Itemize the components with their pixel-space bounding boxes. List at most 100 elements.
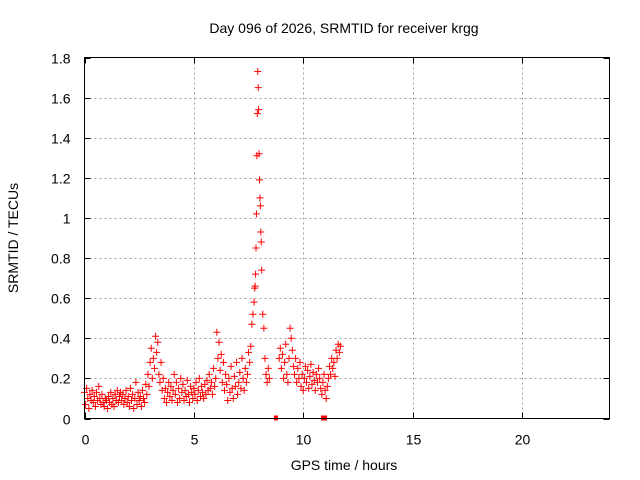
data-point bbox=[311, 386, 319, 394]
data-point bbox=[180, 396, 188, 404]
data-point bbox=[255, 106, 263, 114]
y-tick-label: 0.8 bbox=[51, 251, 71, 267]
tick-labels: 0 0.2 0.4 0.6 0.8 1 1.2 1.4 1.6 1.8 0 5 10 15 20 bbox=[51, 51, 530, 448]
data-point bbox=[144, 370, 152, 378]
data-point bbox=[242, 378, 250, 386]
data-point bbox=[321, 386, 329, 394]
data-point bbox=[122, 386, 130, 394]
data-point bbox=[293, 378, 301, 386]
data-point bbox=[215, 338, 223, 346]
data-point bbox=[210, 364, 218, 372]
plot-frame bbox=[84, 57, 610, 419]
data-point bbox=[176, 394, 184, 402]
data-point bbox=[159, 374, 167, 382]
data-point bbox=[287, 334, 295, 342]
data-point bbox=[282, 340, 290, 348]
data-point bbox=[202, 390, 210, 398]
data-point bbox=[285, 354, 293, 362]
data-point bbox=[183, 376, 191, 384]
data-point bbox=[235, 378, 243, 386]
data-point bbox=[305, 384, 313, 392]
data-point bbox=[126, 384, 134, 392]
data-point bbox=[95, 382, 103, 390]
data-point bbox=[318, 390, 326, 398]
data-point bbox=[248, 320, 256, 328]
data-point bbox=[88, 386, 96, 394]
data-point bbox=[297, 382, 305, 390]
data-point bbox=[131, 394, 139, 402]
x-tick-label: 0 bbox=[82, 432, 90, 448]
data-point bbox=[191, 390, 199, 398]
y-axis-label: SRMTID / TECUs bbox=[5, 183, 21, 293]
data-point bbox=[320, 370, 328, 378]
data-point bbox=[327, 370, 335, 378]
data-point bbox=[294, 364, 302, 372]
x-tick-label: 5 bbox=[191, 432, 199, 448]
data-point bbox=[166, 392, 174, 400]
data-point bbox=[323, 382, 331, 390]
data-point bbox=[91, 402, 99, 410]
data-point bbox=[152, 332, 160, 340]
data-point bbox=[331, 372, 339, 380]
data-point bbox=[299, 386, 307, 394]
data-point bbox=[90, 392, 98, 400]
data-point bbox=[260, 324, 268, 332]
data-point bbox=[107, 388, 115, 396]
data-point bbox=[143, 390, 151, 398]
data-point bbox=[134, 388, 142, 396]
data-point bbox=[140, 394, 148, 402]
data-point bbox=[160, 394, 168, 402]
data-point bbox=[291, 370, 298, 378]
data-point bbox=[89, 398, 97, 406]
data-point bbox=[135, 396, 143, 404]
data-point bbox=[138, 386, 146, 394]
data-point bbox=[288, 346, 296, 354]
data-point bbox=[156, 378, 164, 386]
data-point bbox=[82, 400, 90, 408]
data-point bbox=[200, 394, 208, 402]
data-point bbox=[218, 378, 226, 386]
data-point bbox=[247, 342, 255, 350]
data-point bbox=[221, 386, 228, 394]
data-point bbox=[110, 402, 118, 410]
data-point bbox=[254, 84, 262, 92]
data-point bbox=[86, 390, 94, 398]
data-point bbox=[238, 354, 246, 362]
data-point bbox=[193, 396, 201, 404]
grid-lines bbox=[84, 57, 610, 419]
data-point bbox=[195, 374, 203, 382]
data-point bbox=[148, 374, 156, 382]
data-point bbox=[335, 348, 343, 356]
data-point bbox=[277, 364, 285, 372]
data-point bbox=[208, 390, 216, 398]
data-point bbox=[167, 382, 175, 390]
data-point bbox=[146, 358, 154, 366]
data-point bbox=[170, 370, 178, 378]
data-point bbox=[137, 402, 145, 410]
y-tick-label: 1.2 bbox=[51, 171, 71, 187]
data-point bbox=[292, 354, 300, 362]
data-point bbox=[119, 390, 127, 398]
data-point bbox=[278, 350, 286, 358]
data-point bbox=[177, 374, 185, 382]
data-point bbox=[123, 398, 131, 406]
data-point bbox=[300, 374, 308, 382]
data-point bbox=[252, 210, 260, 218]
axis-ticks bbox=[84, 57, 610, 420]
data-point bbox=[319, 378, 327, 386]
data-point bbox=[216, 366, 224, 374]
data-point bbox=[263, 378, 271, 386]
data-point bbox=[192, 378, 200, 386]
data-point bbox=[213, 328, 221, 336]
data-point bbox=[203, 376, 211, 384]
data-point bbox=[245, 348, 253, 356]
data-point bbox=[181, 386, 189, 394]
data-point bbox=[189, 394, 197, 402]
data-point bbox=[234, 390, 242, 398]
data-point bbox=[252, 270, 260, 278]
data-point bbox=[231, 382, 239, 390]
data-point bbox=[281, 358, 289, 366]
data-point bbox=[145, 382, 153, 390]
data-point bbox=[155, 370, 163, 378]
